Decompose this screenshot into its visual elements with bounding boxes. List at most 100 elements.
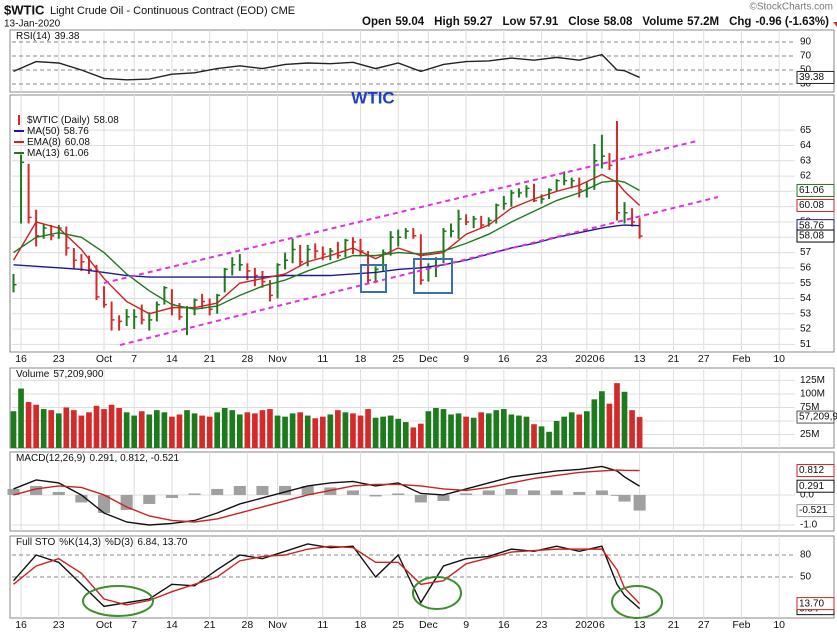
volume-bar <box>583 411 590 448</box>
volume-bar <box>267 409 273 448</box>
volume-bar <box>395 418 402 448</box>
x-tick-label: Nov <box>268 353 287 365</box>
volume-bar <box>350 413 356 448</box>
volume-bar <box>191 413 198 448</box>
x-tick-label: 11 <box>317 353 328 365</box>
x-tick-label: 21 <box>668 353 680 365</box>
highlight-ellipse <box>611 585 663 619</box>
volume-bar <box>387 415 394 448</box>
y-tick-label: 65 <box>800 125 812 136</box>
x-tick-label: 18 <box>355 619 367 631</box>
histogram-bar <box>279 485 292 495</box>
volume-bar <box>516 415 522 448</box>
value-tag <box>796 504 835 518</box>
volume-bar <box>523 416 530 448</box>
volume-bar <box>123 412 130 448</box>
volume-bar <box>86 412 92 448</box>
volume-bar <box>63 407 70 448</box>
x-tick-label: 27 <box>698 353 710 365</box>
histogram-bar <box>75 494 88 503</box>
volume-bar <box>282 416 288 448</box>
value-tag <box>796 70 835 84</box>
histogram-bar <box>256 485 269 495</box>
x-tick-label: 16 <box>15 619 27 631</box>
volume-bar <box>342 412 349 448</box>
value-tag-label: 58.76 <box>799 220 824 231</box>
x-tick-label: 9 <box>463 353 469 365</box>
volume-bar <box>599 391 605 448</box>
volume-bar <box>18 388 24 448</box>
value-tag-label: 61.06 <box>799 185 824 196</box>
volume-bar <box>478 412 485 448</box>
volume-bar <box>252 413 258 448</box>
y-tick-label: 30 <box>800 79 812 90</box>
histogram-bar <box>30 485 43 495</box>
x-tick-label: 27 <box>698 619 710 631</box>
volume-bar <box>335 410 341 448</box>
volume-bar <box>176 414 183 448</box>
label-part: 57,209,900 <box>53 369 103 380</box>
y-tick-label: 51 <box>800 339 812 350</box>
volume-bar <box>259 410 266 448</box>
legend: MA(50) 58.76 <box>27 126 89 137</box>
x-tick-label: 2020 <box>575 353 599 365</box>
volume-bar <box>116 408 122 448</box>
volume-bar <box>365 409 371 448</box>
x-tick-label: 23 <box>53 619 65 631</box>
chart-date: 13-Jan-2020 <box>4 19 61 30</box>
panel-frame <box>9 451 835 532</box>
quote-line: Open 59.04 High 59.27 Low 57.91 Close 58.08 Volu… <box>362 16 829 28</box>
label-part: 57.91 <box>530 16 559 28</box>
volume-bar <box>372 417 379 448</box>
value-tag <box>796 229 835 243</box>
histogram-bar <box>392 493 405 495</box>
value-tag <box>796 479 835 493</box>
panel-frame <box>9 94 835 353</box>
histogram-bar <box>610 494 624 496</box>
volume-bar <box>161 412 168 448</box>
legend: RSI(14) 39.38 <box>16 31 80 42</box>
x-tick-label: 28 <box>242 619 254 631</box>
x-tick-label: 10 <box>773 353 785 365</box>
label-part: Volume <box>16 369 50 380</box>
y-tick-label: 0.0 <box>800 490 814 501</box>
x-tick-label: Oct <box>96 619 112 631</box>
x-tick-label: 13 <box>634 353 646 365</box>
histogram-bar <box>52 491 65 495</box>
y-tick-label: 25M <box>800 429 819 440</box>
volume-bar <box>101 409 107 448</box>
volume-bar <box>221 408 228 448</box>
x-tick-label: 6 <box>599 619 605 631</box>
y-tick-label: 57 <box>800 247 812 258</box>
annotation: WTIC <box>351 88 394 107</box>
volume-bar <box>493 410 500 448</box>
y-tick-label: 62 <box>800 171 812 182</box>
panel-frame <box>9 29 835 93</box>
volume-bar <box>304 415 311 448</box>
label-part: 58.08 <box>604 16 633 28</box>
label-part: Full STO <box>16 537 55 548</box>
series-line <box>12 173 641 315</box>
label-part: , <box>145 453 151 464</box>
volume-bar <box>425 411 432 448</box>
volume-bar <box>568 412 575 448</box>
volume-bar <box>606 403 613 448</box>
x-tick-label: 18 <box>355 353 367 365</box>
series-line <box>13 53 640 81</box>
label-part: 39.38 <box>54 31 79 42</box>
label-part: Open <box>362 16 391 28</box>
value-tag-label: 39.38 <box>799 72 824 83</box>
y-tick-label: -1.0 <box>800 520 818 531</box>
symbol: $WTIC <box>4 2 45 17</box>
x-tick-label: 6 <box>599 353 605 365</box>
x-tick-label: 25 <box>392 353 404 365</box>
x-tick-label: 14 <box>166 353 178 365</box>
label-part: RSI(14) <box>16 31 50 42</box>
histogram-bar <box>97 494 111 513</box>
value-tag-label: 0.291 <box>799 481 824 492</box>
x-tick-label: 23 <box>53 353 65 365</box>
volume-bar <box>184 410 190 448</box>
volume-bar <box>418 423 424 448</box>
value-tag <box>796 597 835 611</box>
